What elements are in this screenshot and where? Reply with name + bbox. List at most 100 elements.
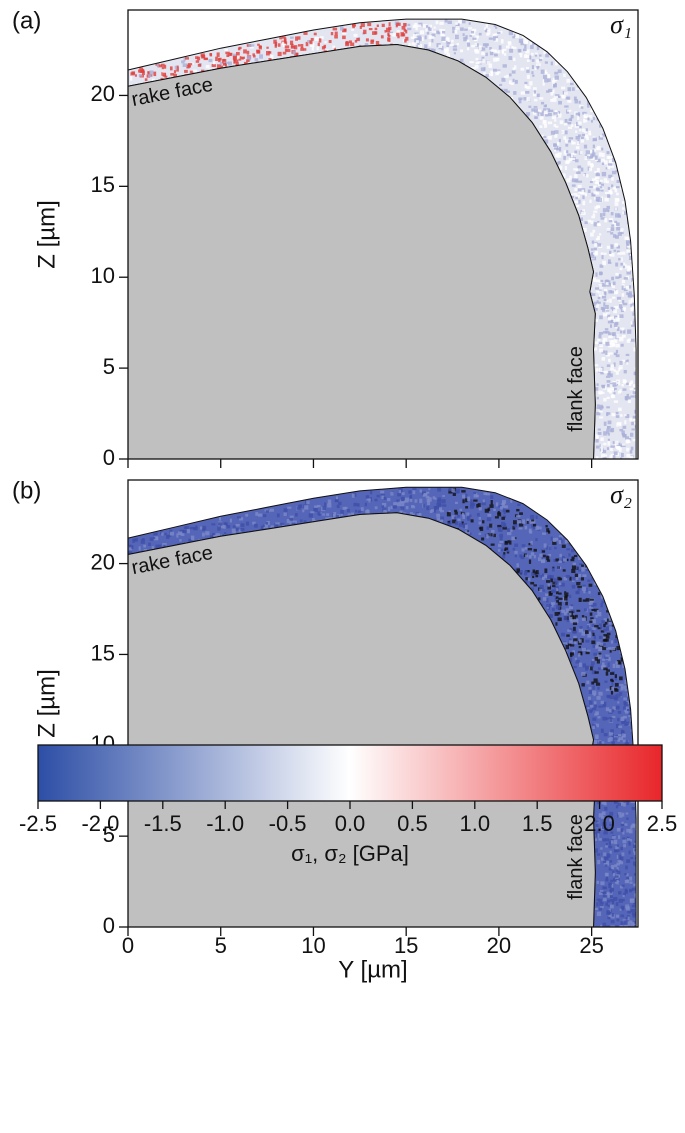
speckle [605, 707, 610, 712]
speckle [590, 617, 594, 620]
speckle [629, 285, 632, 289]
speckle [573, 554, 578, 558]
speckle [233, 59, 239, 63]
speckle [579, 625, 583, 629]
speckle [627, 399, 632, 403]
speckle [449, 43, 454, 47]
speckle [607, 441, 611, 446]
speckle [452, 48, 458, 51]
speckle [629, 417, 633, 422]
speckle [416, 513, 421, 518]
speckle [606, 205, 610, 210]
speckle [351, 493, 355, 498]
speckle [494, 34, 499, 39]
speckle [622, 837, 626, 840]
speckle [547, 583, 551, 587]
speckle [401, 501, 406, 504]
speckle [308, 513, 313, 518]
speckle [607, 662, 610, 667]
speckle [617, 701, 620, 704]
speckle [618, 686, 621, 689]
speckle [543, 50, 546, 55]
speckle [310, 511, 315, 514]
speckle [602, 704, 606, 708]
speckle [601, 356, 606, 361]
speckle [621, 293, 625, 297]
speckle [509, 540, 512, 545]
speckle [617, 812, 622, 815]
speckle [485, 74, 489, 78]
speckle [572, 141, 576, 145]
speckle [570, 609, 575, 613]
speckle [600, 625, 603, 629]
speckle [595, 438, 599, 443]
speckle [469, 34, 473, 37]
speckle [618, 898, 623, 903]
speckle [471, 67, 476, 70]
speckle [482, 58, 485, 63]
speckle [243, 61, 248, 66]
speckle [167, 534, 172, 538]
speckle [587, 189, 591, 194]
speckle [580, 577, 585, 581]
speckle [576, 582, 581, 586]
speckle [596, 641, 601, 646]
speckle [600, 371, 605, 375]
speckle [226, 524, 231, 529]
speckle [403, 22, 407, 27]
speckle [607, 904, 610, 907]
speckle [601, 133, 606, 137]
speckle [326, 513, 330, 516]
speckle [260, 525, 264, 530]
speckle [217, 522, 223, 526]
speckle [561, 539, 564, 544]
speckle [265, 510, 270, 513]
speckle [423, 492, 428, 496]
speckle [632, 844, 637, 848]
speckle [628, 291, 632, 296]
speckle [616, 693, 621, 698]
speckle [602, 838, 606, 842]
speckle [613, 352, 617, 356]
speckle [478, 532, 482, 535]
speckle [508, 30, 514, 36]
speckle [615, 849, 620, 852]
speckle [303, 520, 307, 524]
speckle [525, 54, 530, 58]
speckle [606, 314, 611, 318]
speckle [363, 29, 367, 35]
speckle [592, 626, 596, 630]
speckle [425, 491, 430, 494]
speckle [615, 370, 619, 375]
speckle [430, 48, 434, 51]
speckle [600, 630, 605, 633]
speckle [548, 546, 552, 550]
speckle [224, 532, 227, 535]
speckle [170, 73, 175, 76]
speckle [555, 596, 559, 600]
speckle [529, 55, 532, 60]
speckle [597, 716, 601, 719]
speckle [324, 502, 327, 507]
speckle [632, 823, 637, 827]
speckle [621, 720, 626, 725]
speckle [610, 892, 613, 895]
speckle [621, 285, 624, 290]
speckle [595, 179, 599, 184]
speckle [252, 53, 255, 56]
speckle [200, 53, 205, 57]
speckle [589, 612, 593, 616]
speckle [546, 528, 550, 533]
speckle [153, 536, 156, 540]
speckle [307, 39, 312, 43]
speckle [605, 635, 610, 639]
speckle [523, 40, 528, 44]
speckle [594, 838, 598, 841]
speckle [626, 828, 631, 833]
speckle [616, 442, 621, 447]
speckle [545, 525, 548, 528]
speckle [504, 75, 507, 80]
speckle [487, 533, 490, 536]
speckle [436, 513, 441, 517]
speckle [632, 438, 636, 442]
